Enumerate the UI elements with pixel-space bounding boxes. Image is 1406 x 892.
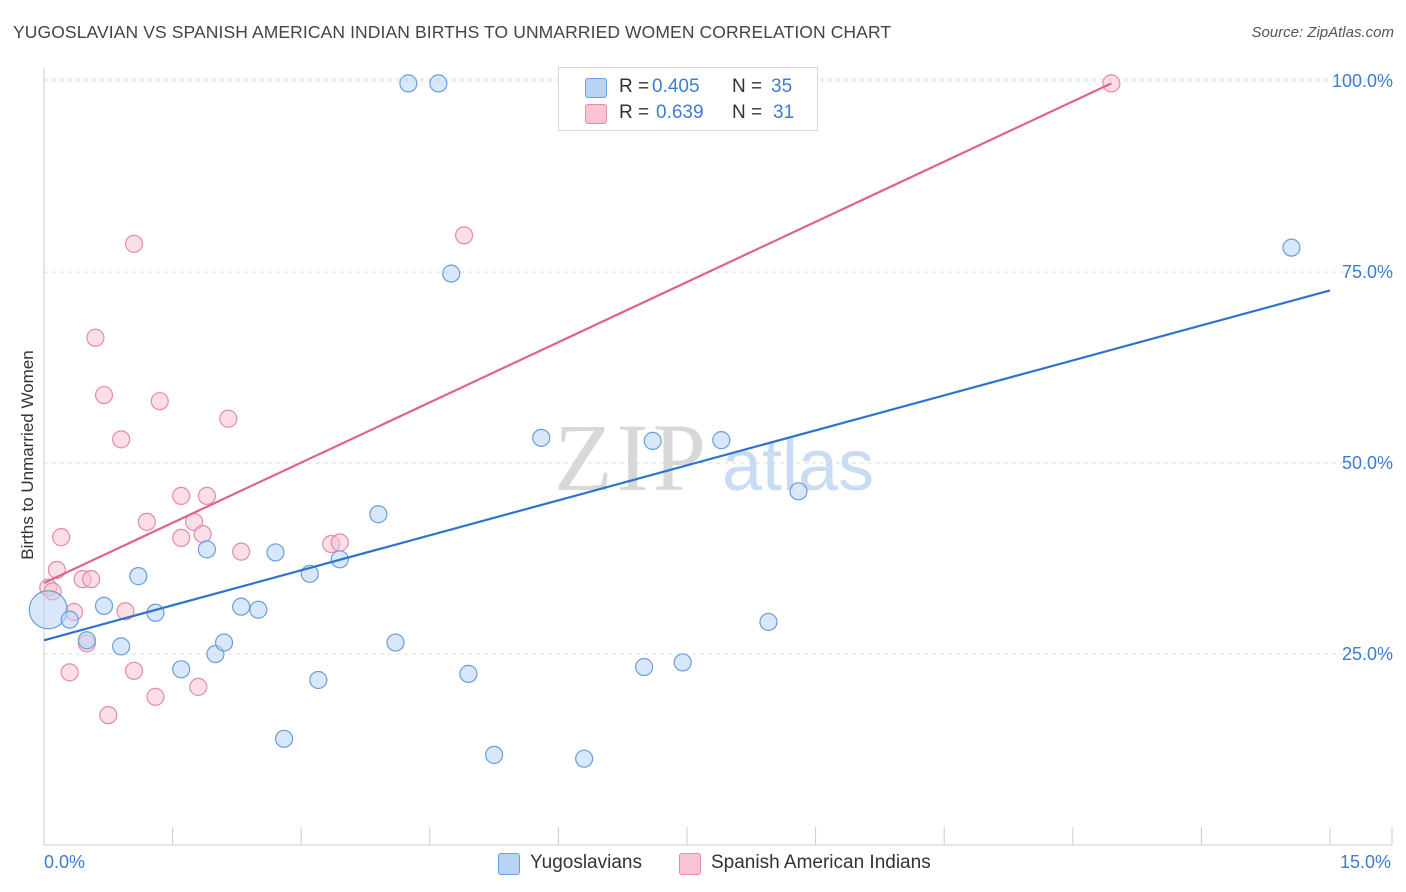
data-point <box>643 431 662 450</box>
data-point <box>112 430 131 449</box>
data-point <box>52 528 71 547</box>
data-point <box>712 431 731 450</box>
data-point <box>399 74 418 93</box>
axes <box>43 68 1393 846</box>
data-point <box>150 392 169 411</box>
data-point <box>214 633 234 652</box>
legend-n-label: N = <box>732 102 763 123</box>
trend-line-yugoslavians <box>43 289 1331 642</box>
trend-line-spanish-american-indians <box>43 82 1112 584</box>
watermark: ZIP atlas <box>554 404 874 511</box>
data-point <box>442 264 461 283</box>
data-point <box>1282 238 1301 257</box>
legend-r-value: 0.639 <box>656 102 704 123</box>
yugoslavian-points <box>28 74 1301 768</box>
data-point <box>485 745 504 764</box>
y-tick-label: 100.0% <box>1332 71 1393 91</box>
data-point <box>86 328 105 347</box>
data-point <box>146 603 165 622</box>
data-point <box>189 677 208 696</box>
x-min-label: 0.0% <box>44 852 86 872</box>
data-point <box>459 664 478 683</box>
trend-lines <box>43 82 1331 642</box>
data-point <box>369 505 388 524</box>
data-point <box>249 600 268 619</box>
bottom-legend-swatch-pink <box>679 853 701 875</box>
data-point <box>82 570 101 589</box>
legend-r-value: 0.405 <box>652 76 700 97</box>
data-point <box>112 637 131 656</box>
legend-swatch-pink <box>585 104 607 124</box>
data-point <box>673 653 692 672</box>
data-point <box>274 729 294 748</box>
data-point <box>137 512 156 531</box>
data-point <box>197 486 216 505</box>
data-point <box>635 657 654 677</box>
data-point <box>266 543 285 562</box>
y-tick-label: 50.0% <box>1342 453 1393 473</box>
y-tick-labels: 25.0% 50.0% 75.0% 100.0% <box>1332 71 1393 664</box>
data-point <box>386 633 405 652</box>
data-point <box>759 612 778 632</box>
data-point <box>94 385 114 405</box>
bottom-legend-swatch-blue <box>498 853 520 875</box>
data-point <box>232 597 251 616</box>
legend-n-value: 35 <box>771 76 793 97</box>
data-point <box>172 486 191 505</box>
watermark-zip: ZIP <box>554 404 710 511</box>
data-point <box>172 528 191 548</box>
legend-swatch-blue <box>585 78 607 98</box>
y-tick-label: 25.0% <box>1342 644 1393 664</box>
data-point <box>575 749 594 768</box>
correlation-legend: R = 0.405 N = 35 R = 0.639 N = 31 <box>558 67 818 131</box>
data-point <box>232 542 251 561</box>
data-point <box>60 663 79 682</box>
data-point <box>532 428 551 447</box>
data-point <box>60 610 79 629</box>
spanish-american-indian-points <box>39 74 1121 725</box>
data-point <box>124 234 144 253</box>
gridlines <box>44 78 1395 655</box>
data-point <box>789 482 808 501</box>
data-point <box>330 533 349 552</box>
data-point <box>116 602 135 621</box>
data-point <box>454 226 474 245</box>
data-point <box>94 596 114 615</box>
data-point <box>193 524 212 544</box>
data-point <box>99 706 118 725</box>
data-point <box>129 567 148 586</box>
data-point <box>28 590 68 630</box>
legend-n-value: 31 <box>773 102 795 123</box>
data-point <box>146 687 165 706</box>
data-point <box>77 631 96 650</box>
data-point <box>197 540 216 559</box>
x-max-label: 15.0% <box>1340 852 1392 872</box>
legend-r-label: R = <box>619 102 650 123</box>
source-label: Source: ZipAtlas.com <box>1251 24 1394 41</box>
data-point <box>219 409 238 428</box>
y-tick-label: 75.0% <box>1342 262 1393 282</box>
bottom-legend-label: Yugoslavians <box>530 852 642 873</box>
legend-n-label: N = <box>732 76 763 97</box>
data-point <box>124 661 144 680</box>
bottom-legend-label: Spanish American Indians <box>711 852 931 873</box>
data-point <box>309 670 328 690</box>
legend-r-label: R = <box>619 76 650 97</box>
data-point <box>429 74 448 93</box>
data-point <box>172 660 191 679</box>
chart-title: YUGOSLAVIAN VS SPANISH AMERICAN INDIAN B… <box>13 22 892 42</box>
